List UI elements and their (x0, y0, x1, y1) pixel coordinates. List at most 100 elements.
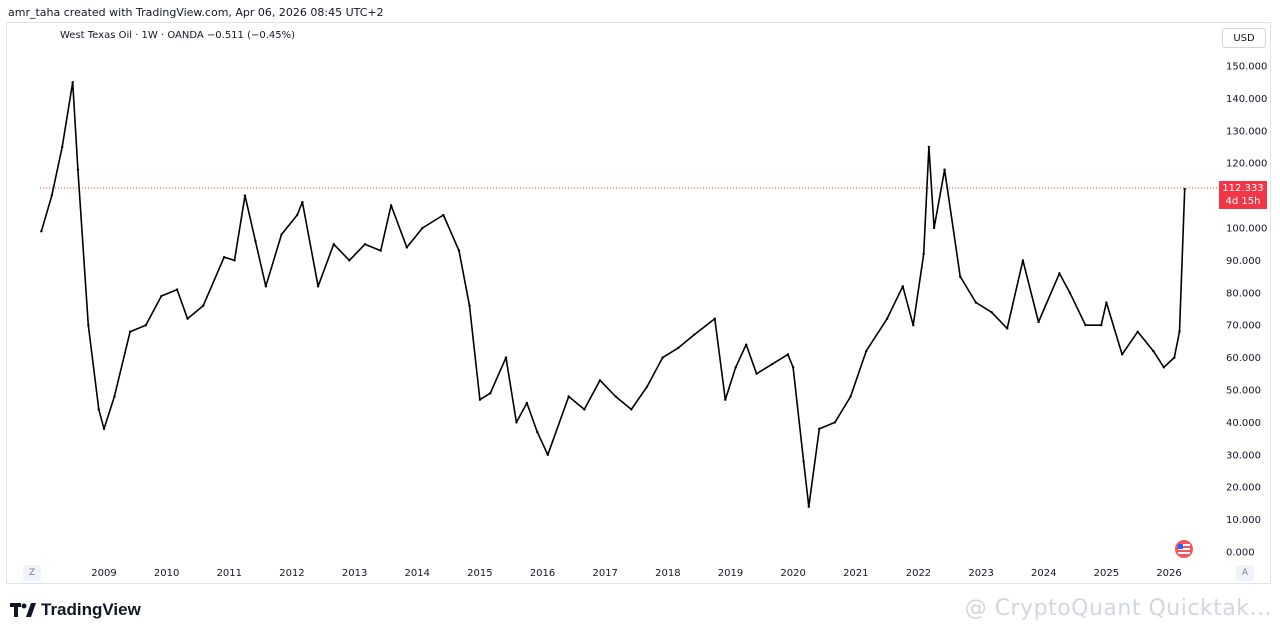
price-point (786, 353, 790, 356)
price-point (713, 317, 717, 320)
y-tick-label: 80.000 (1226, 288, 1261, 299)
x-tick-label: 2021 (843, 568, 868, 579)
price-point (71, 81, 74, 84)
price-point (421, 226, 424, 230)
price-point (478, 398, 482, 401)
y-tick-label: 90.000 (1226, 256, 1261, 267)
price-point (144, 324, 147, 327)
price-point (912, 324, 915, 327)
price-point (598, 379, 602, 382)
price-point (724, 398, 727, 401)
price-series-line (40, 81, 1186, 508)
price-point (677, 346, 680, 350)
tradingview-logo-icon (10, 603, 36, 617)
price-point (567, 395, 570, 398)
y-tick-label: 50.000 (1226, 386, 1261, 397)
price-point (113, 395, 116, 398)
tradingview-logo-text: TradingView (41, 600, 141, 619)
price-point (818, 427, 821, 431)
price-point (536, 430, 539, 434)
price-point (849, 395, 852, 398)
price-point (1152, 349, 1155, 353)
price-point (379, 249, 382, 252)
y-tick-label: 10.000 (1226, 515, 1261, 526)
price-point (1120, 353, 1124, 356)
price-point (1178, 330, 1181, 333)
x-tick-label: 2011 (217, 568, 242, 579)
price-point (76, 168, 80, 171)
x-tick-label: 2009 (91, 568, 116, 579)
auto-scale-button[interactable]: A (1236, 565, 1254, 581)
y-tick-label: 70.000 (1226, 321, 1261, 332)
currency-button[interactable]: USD (1222, 28, 1266, 48)
price-point (1136, 330, 1139, 333)
bar-countdown: 4d 15h (1225, 196, 1261, 207)
price-point (833, 421, 837, 424)
zoom-button[interactable]: Z (23, 565, 41, 581)
price-point (254, 239, 257, 243)
price-point (932, 226, 936, 230)
price-point (885, 317, 889, 320)
price-point (468, 304, 471, 307)
price-point (160, 294, 163, 298)
price-point (97, 408, 100, 411)
price-point (630, 408, 633, 411)
y-tick-label: 130.000 (1226, 126, 1267, 137)
y-tick-label: 40.000 (1226, 418, 1261, 429)
price-point (301, 200, 304, 204)
price-point (802, 460, 805, 463)
price-point (489, 392, 492, 395)
price-point (583, 408, 586, 411)
price-point (504, 356, 508, 359)
price-point (1037, 320, 1040, 324)
price-point (525, 401, 529, 405)
x-tick-label: 2014 (405, 568, 430, 579)
price-point (264, 285, 268, 288)
price-point (405, 246, 409, 249)
price-point (990, 311, 993, 314)
price-point (222, 255, 226, 259)
price-point (1173, 356, 1176, 359)
price-point (233, 259, 236, 262)
price-point (295, 213, 299, 217)
price-point (922, 252, 925, 256)
y-tick-label: 20.000 (1226, 483, 1261, 494)
price-point (614, 395, 617, 398)
price-point (1183, 187, 1186, 191)
price-point (645, 385, 649, 388)
price-point (348, 259, 351, 262)
price-point (128, 330, 132, 333)
x-tick-label: 2010 (154, 568, 179, 579)
x-tick-label: 2018 (655, 568, 680, 579)
price-point (515, 421, 518, 424)
price-point (744, 343, 748, 346)
price-point (755, 372, 758, 375)
x-tick-label: 2026 (1156, 568, 1181, 579)
y-tick-label: 140.000 (1226, 94, 1267, 105)
x-tick-label: 2013 (342, 568, 367, 579)
price-point (50, 194, 53, 197)
price-point (102, 427, 106, 431)
price-point (771, 362, 774, 366)
x-tick-label: 2012 (279, 568, 304, 579)
tradingview-logo[interactable]: TradingView (10, 600, 141, 620)
y-tick-label: 60.000 (1226, 353, 1261, 364)
price-point (943, 168, 946, 171)
price-point (1068, 291, 1072, 294)
price-point (546, 453, 549, 456)
y-tick-label: 150.000 (1226, 62, 1267, 73)
x-tick-label: 2020 (780, 568, 805, 579)
price-point (661, 356, 664, 359)
price-point (1006, 327, 1009, 330)
price-point (363, 243, 367, 246)
price-point (901, 285, 904, 288)
price-point (61, 145, 64, 149)
symbol-legend: West Texas Oil · 1W · OANDA −0.511 (−0.4… (60, 30, 296, 41)
x-tick-label: 2023 (968, 568, 993, 579)
y-tick-label: 120.000 (1226, 159, 1267, 170)
price-point (865, 349, 868, 353)
chart-frame[interactable] (6, 22, 1271, 584)
y-tick-label: 0.000 (1226, 548, 1255, 559)
x-tick-label: 2022 (906, 568, 931, 579)
